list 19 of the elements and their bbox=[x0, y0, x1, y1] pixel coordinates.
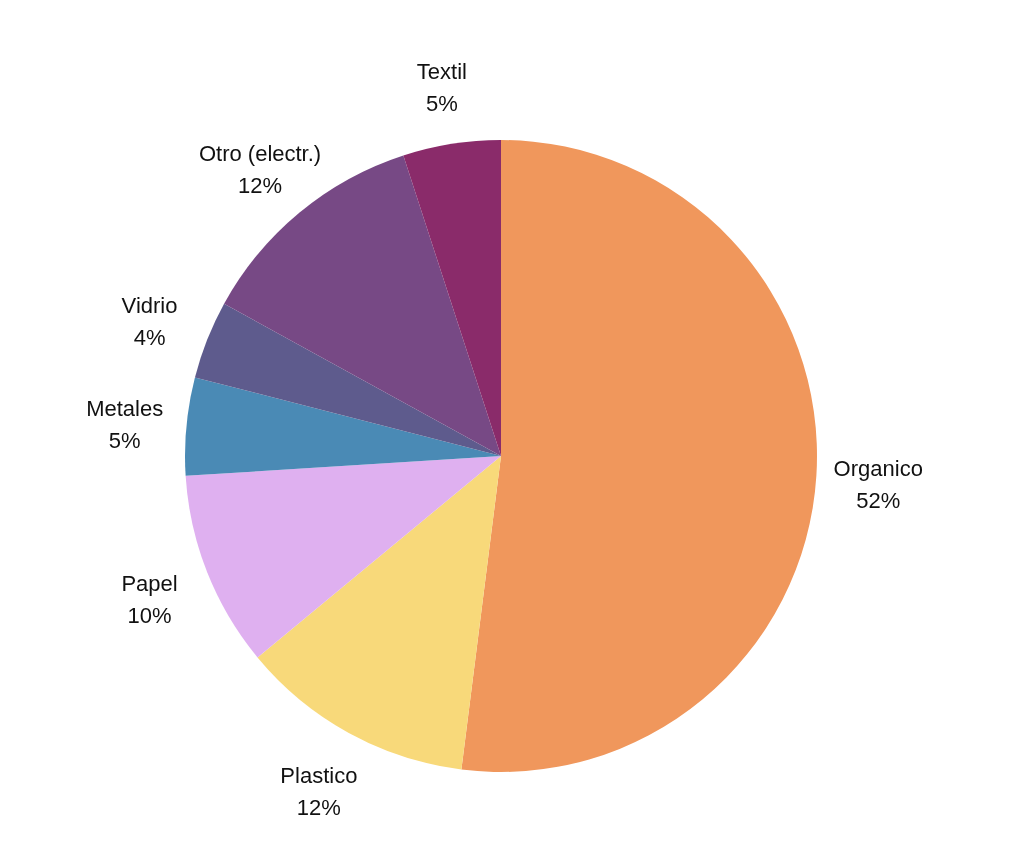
slice-label: Papel bbox=[121, 571, 178, 597]
pie-slice bbox=[194, 303, 501, 456]
pie-slice bbox=[185, 456, 501, 658]
slice-label: Otro (electr.) bbox=[198, 140, 322, 166]
pie-slice bbox=[403, 140, 501, 456]
data-label: 12% bbox=[296, 795, 341, 821]
pie-slice bbox=[461, 140, 817, 772]
data-label: 4% bbox=[133, 324, 166, 350]
slice-label: Organico bbox=[833, 455, 923, 481]
slice-label: Textil bbox=[416, 58, 467, 84]
slice-label: Plastico bbox=[280, 763, 358, 789]
slice-label: Metales bbox=[86, 396, 164, 422]
pie-slice bbox=[185, 377, 501, 476]
data-label: 52% bbox=[856, 487, 901, 513]
data-label: 12% bbox=[238, 172, 283, 198]
data-label: 10% bbox=[127, 603, 172, 629]
data-label: 5% bbox=[425, 90, 458, 116]
slice-label: Vidrio bbox=[121, 292, 178, 318]
data-label: 5% bbox=[108, 428, 141, 454]
